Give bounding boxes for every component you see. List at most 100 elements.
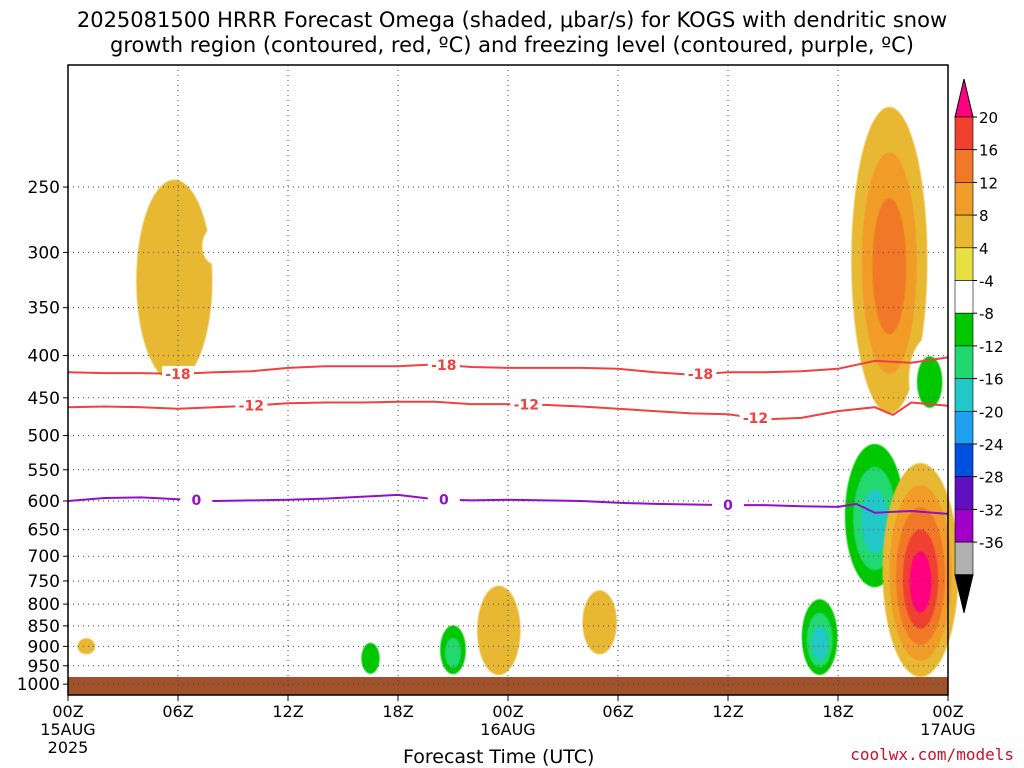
omega-feature xyxy=(909,337,951,421)
contour-line-0 xyxy=(67,493,949,515)
omega-contour-4 xyxy=(77,638,96,655)
contours: -18 -18 -18 -12 -12 -12 0 0 0 xyxy=(67,356,949,515)
contour-label: -18 xyxy=(688,367,713,383)
y-tick-label: 550 xyxy=(28,461,60,481)
x-tick-date: 17AUG xyxy=(920,720,975,739)
contour-label: -12 xyxy=(514,398,539,414)
y-tick-label: 450 xyxy=(28,389,60,409)
colorbar-swatch xyxy=(954,541,974,576)
contour-label-bg xyxy=(180,492,213,509)
colorbar-label: -32 xyxy=(979,501,1004,519)
omega-contour-4 xyxy=(202,227,228,265)
y-tick-label: 350 xyxy=(28,299,60,319)
x-tick-date: 15AUG xyxy=(40,720,95,739)
colorbar-swatch xyxy=(954,280,974,314)
contour-label: -18 xyxy=(165,367,190,383)
colorbar-label: 20 xyxy=(979,109,998,127)
omega-feature xyxy=(355,630,386,681)
omega-feature xyxy=(582,590,617,655)
colorbar-label: -16 xyxy=(979,371,1004,389)
y-tick-label: 950 xyxy=(28,657,60,677)
colorbar-label: 12 xyxy=(979,174,998,192)
x-tick-label: 06Z xyxy=(162,702,193,721)
contour-label-bg xyxy=(684,366,717,383)
colorbar-label: -20 xyxy=(979,403,1004,421)
y-tick-label: 750 xyxy=(28,572,60,592)
colorbar-label: -28 xyxy=(979,469,1004,487)
colorbar-bottom-arrow xyxy=(954,574,974,613)
omega-feature xyxy=(136,179,213,382)
x-tick-label: 18Z xyxy=(382,702,413,721)
x-tick-label: 00Z xyxy=(52,702,83,721)
contour-label: 0 xyxy=(191,493,201,509)
colorbar-swatch xyxy=(954,214,974,249)
colorbar-label: 4 xyxy=(979,240,989,258)
y-tick-label: 650 xyxy=(28,521,60,541)
omega-contour-8 xyxy=(361,642,380,674)
colorbar-swatch xyxy=(954,345,974,379)
colorbar-top-arrow xyxy=(954,78,974,118)
colorbar-label: -36 xyxy=(979,534,1004,552)
x-tick-label: 18Z xyxy=(822,702,853,721)
y-tick-label: 700 xyxy=(28,547,60,567)
contour-line--18 xyxy=(67,356,949,376)
y-tick-label: 300 xyxy=(28,243,60,263)
omega-contour-4 xyxy=(136,179,213,382)
omega-feature xyxy=(477,585,521,676)
y-tick-label: 250 xyxy=(28,178,60,198)
omega-contour-16 xyxy=(811,626,828,660)
y-tick-label: 400 xyxy=(28,347,60,367)
colorbar-label: 8 xyxy=(979,207,989,225)
x-tick-label: 00Z xyxy=(492,702,523,721)
x-tick-date: 16AUG xyxy=(480,720,535,739)
omega-feature xyxy=(218,442,248,489)
colorbar-swatch xyxy=(954,476,974,510)
site-credit: coolwx.com/models xyxy=(850,745,1014,764)
y-tick-label: 800 xyxy=(28,595,60,615)
colorbar-label: 16 xyxy=(979,142,998,160)
omega-feature xyxy=(851,107,928,414)
y-tick-label: 500 xyxy=(28,427,60,447)
contour-label-bg xyxy=(712,497,744,514)
contour-label-bg xyxy=(235,397,268,414)
contour-label-bg xyxy=(162,365,194,382)
omega-contour-4 xyxy=(218,442,248,489)
x-tick-label: 12Z xyxy=(712,702,743,721)
colorbar-swatch xyxy=(954,509,974,543)
omega-contour-20 xyxy=(909,551,932,613)
colorbar-label: -8 xyxy=(979,305,994,323)
colorbar-label: -24 xyxy=(979,436,1004,454)
omega-shading xyxy=(68,107,959,695)
x-tick-year: 2025 xyxy=(48,738,89,757)
colorbar-label: -12 xyxy=(979,338,1004,356)
x-tick-label: 06Z xyxy=(602,702,633,721)
y-tick-label: 600 xyxy=(28,492,60,512)
contour-label-bg xyxy=(510,396,543,413)
omega-feature xyxy=(796,585,843,683)
colorbar-swatch xyxy=(954,149,974,183)
y-tick-label: 850 xyxy=(28,617,60,637)
omega-contour-8 xyxy=(916,356,943,408)
contour-label-bg xyxy=(427,357,460,374)
contour-label: -18 xyxy=(431,358,456,374)
omega-feature xyxy=(882,463,959,677)
contour-label: 0 xyxy=(439,492,449,508)
x-tick-label: 00Z xyxy=(932,702,963,721)
omega-feature xyxy=(202,227,228,265)
chart-title-line2: growth region (contoured, red, ºC) and f… xyxy=(110,33,914,57)
contour-label: 0 xyxy=(723,498,733,514)
colorbar-swatch xyxy=(954,312,974,347)
contour-label: -12 xyxy=(743,411,768,427)
contour-label-bg xyxy=(739,410,772,427)
y-tick-label: 1000 xyxy=(17,675,60,695)
colorbar-swatch xyxy=(954,247,974,281)
colorbar-label: -4 xyxy=(979,273,994,291)
colorbar-swatch xyxy=(954,116,974,151)
contour-label: -12 xyxy=(239,399,264,415)
omega-feature xyxy=(77,638,96,655)
colorbar: 20 16 12 8 4 -4 -8 -12 -16 -20 -24 -28 -32 -36 xyxy=(954,78,1004,613)
x-axis-title: Forecast Time (UTC) xyxy=(403,746,595,768)
omega-contour-4 xyxy=(582,590,617,655)
